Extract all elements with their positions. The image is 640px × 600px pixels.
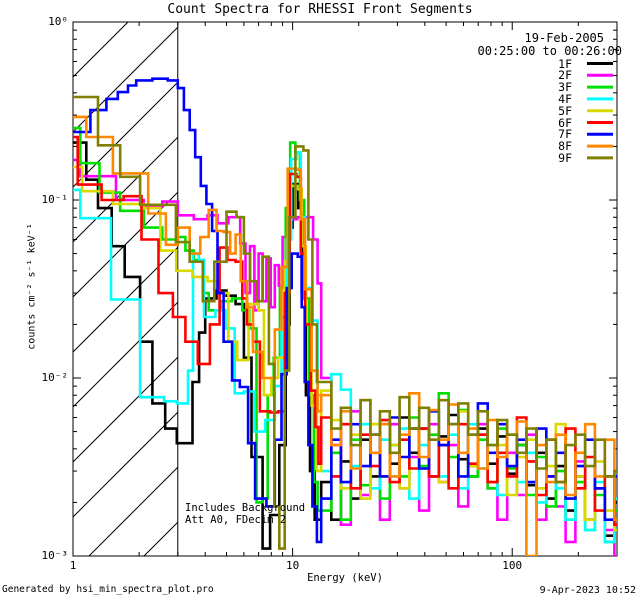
legend-item-4F: 4F	[558, 91, 572, 106]
annotation-attenuator: Att A0, FDecim 2	[185, 514, 287, 526]
x-tick-label: 10	[285, 559, 300, 572]
y-tick-label: 10⁻³	[41, 549, 69, 562]
x-tick-label: 1	[69, 559, 77, 572]
curve-7F	[73, 77, 617, 544]
annotation-background: Includes Background	[185, 502, 306, 514]
page-title: Count Spectra for RHESSI Front Segments	[167, 2, 473, 17]
observation-time-range: 00:25:00 to 00:26:00	[477, 44, 623, 58]
render-timestamp: 9-Apr-2023 10:52	[539, 585, 636, 596]
legend-item-1F: 1F	[558, 56, 572, 71]
plot-frame	[72, 21, 618, 557]
x-axis-label: Energy (keV)	[307, 572, 383, 584]
observation-date: 19-Feb-2005	[524, 31, 604, 45]
spectra-curves	[73, 77, 617, 556]
legend-item-2F: 2F	[558, 68, 572, 83]
curve-9F	[73, 95, 617, 550]
legend-item-5F: 5F	[558, 103, 572, 118]
y-axis-label: counts cm⁻² s⁻¹ keV⁻¹	[26, 223, 38, 350]
x-tick-label: 100	[502, 559, 523, 572]
legend-swatches	[587, 62, 613, 160]
y-tick-label: 10⁻¹	[41, 193, 69, 206]
generator-credit: Generated by hsi_min_spectra_plot.pro	[2, 584, 214, 595]
legend-item-6F: 6F	[558, 115, 572, 130]
legend-item-8F: 8F	[558, 139, 572, 154]
legend-item-7F: 7F	[558, 127, 572, 142]
legend-item-3F: 3F	[558, 80, 572, 95]
legend-item-9F: 9F	[558, 150, 572, 165]
y-tick-label: 10⁻²	[41, 371, 69, 384]
y-tick-label: 10⁰	[48, 15, 68, 28]
